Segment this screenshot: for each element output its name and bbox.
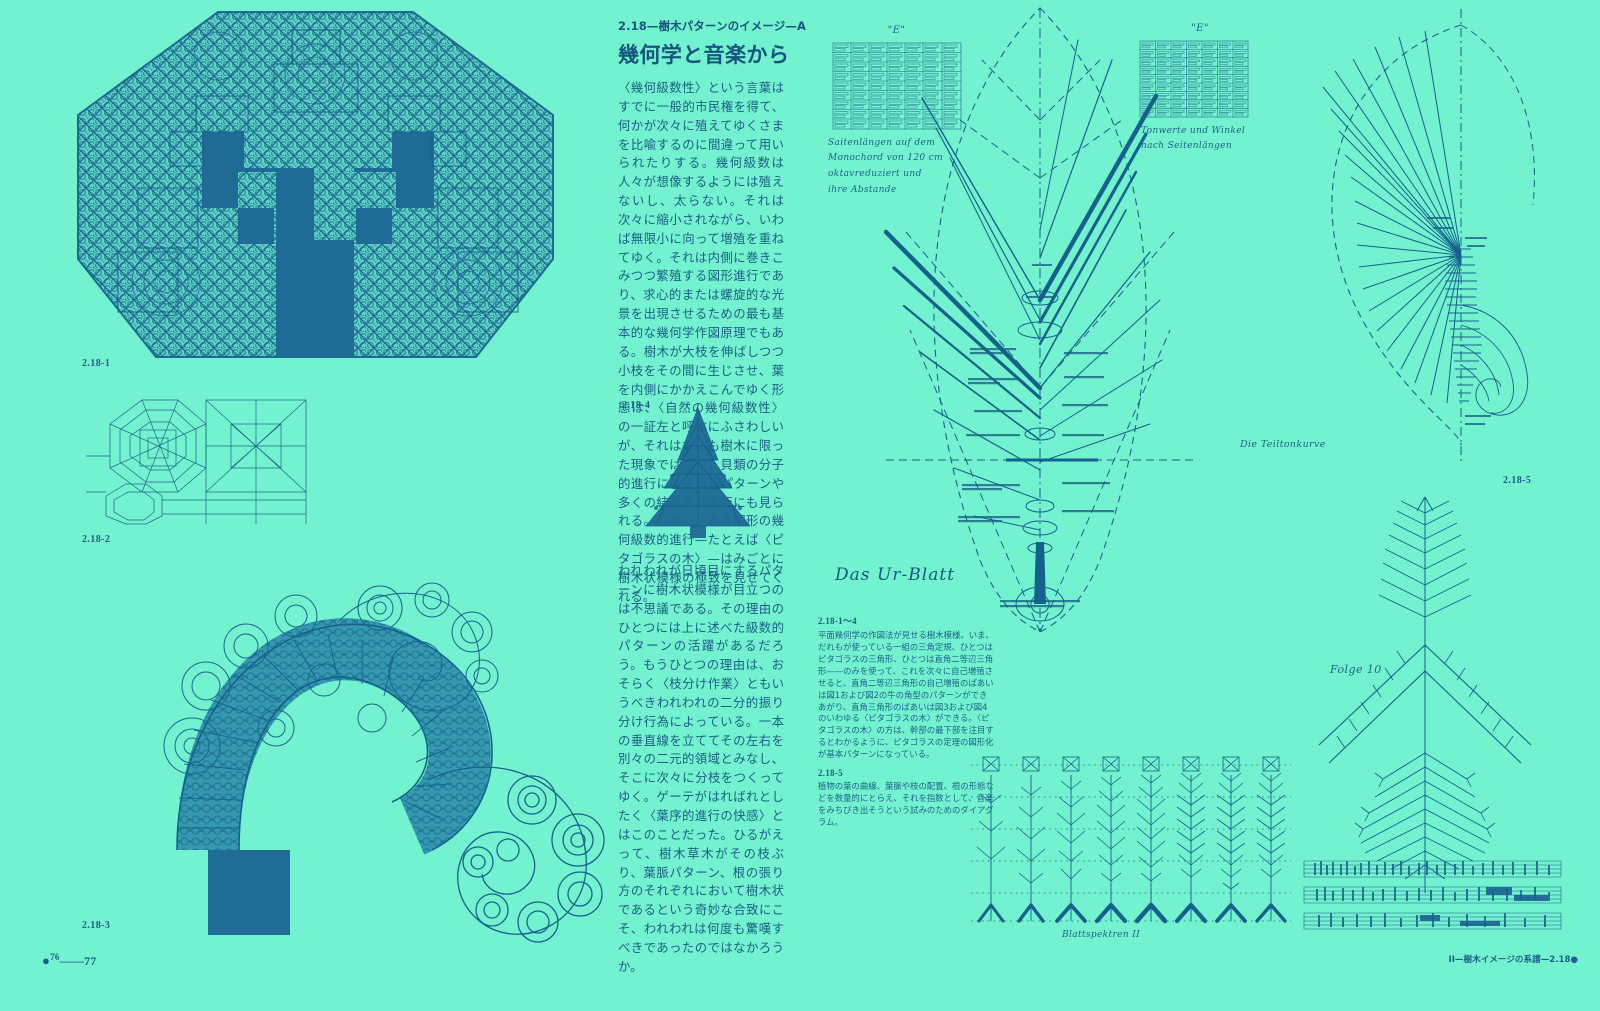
teiltonkurve-svg xyxy=(1322,9,1535,461)
footer-right: II—樹木イメージの系譜—2.18● xyxy=(1448,955,1578,965)
folio-left: ●76——77 xyxy=(42,952,97,969)
folge-10-diagram xyxy=(1305,495,1565,895)
table-E-left: "E" xyxy=(824,22,969,195)
fig-label-2-18-2: 2.18-2 xyxy=(82,534,111,545)
folge-10-label: Folge 10 xyxy=(1330,663,1382,676)
fig-label-2-18-1: 2.18-1 xyxy=(82,358,111,369)
leaf-outline xyxy=(933,7,1147,633)
music-score-figure xyxy=(1300,855,1565,940)
folio-dot: ● xyxy=(42,953,51,968)
fir-tree-fractal-figure xyxy=(620,402,780,542)
fir-tree-fractal-svg xyxy=(645,407,751,538)
das-ur-blatt-label: Das Ur-Blatt xyxy=(835,565,956,585)
octagon-construction-figure xyxy=(86,396,316,526)
right-page: "E" xyxy=(800,0,1600,1011)
article-paragraph-2: われわれが日頃目にするパターンに樹木状模様が目立つのは不思議である。その理由のひ… xyxy=(618,563,784,974)
table-E-left-title: "E" xyxy=(887,25,906,36)
fig-label-2-18-4: 2.18-4 xyxy=(622,400,651,411)
octagon-body xyxy=(78,12,553,357)
article-headline: 幾何学と音楽から xyxy=(618,43,790,67)
teiltonkurve-diagram xyxy=(1265,5,1565,465)
table-E-left-grid xyxy=(832,42,962,129)
folio-page-b: 77 xyxy=(84,954,97,968)
folio-dash: —— xyxy=(59,954,85,968)
spiral-fractal-tree-svg xyxy=(163,582,605,943)
article-paragraph-1: 〈幾何級数性〉という言葉はすでに一般的市民権を得て、何かが次々に殖えてゆくさまを… xyxy=(618,80,784,604)
spiral-fractal-tree-figure xyxy=(80,550,610,943)
tree-silhouette xyxy=(202,132,434,357)
octagonal-fractal-tree-figure xyxy=(77,11,554,358)
die-teiltonkurve-label: Die Teiltonkurve xyxy=(1240,439,1326,450)
blattspektren-label: Blattspektren II xyxy=(1062,930,1141,940)
octagonal-fractal-tree-svg xyxy=(77,11,554,358)
caption-2-18-5-num: 2.18-5 xyxy=(818,768,843,778)
caption-2-18-5-text: 植物の葉の曲線、葉脈や枝の配置、根の形態などを数量的にとらえ、それを指数として、… xyxy=(818,781,994,827)
folge-10-svg xyxy=(1318,496,1532,893)
table-E-right-grid xyxy=(1139,40,1249,117)
left-page: 2.18-1 xyxy=(42,11,807,974)
caption-2-18-1-4-text: 平面幾何学の作図法が見せる樹木模様。いま、だれもが使っている一組の三角定規、ひと… xyxy=(818,630,994,760)
article-kicker: 2.18—樹木パターンのイメージ—A xyxy=(618,19,807,33)
article-column: 2.18—樹木パターンのイメージ—A 幾何学と音楽から 〈幾何級数性〉という言葉… xyxy=(618,18,807,607)
caption-2-18-5: 2.18-5 植物の葉の曲線、葉脈や枝の配置、根の形態などを数量的にとらえ、それ… xyxy=(818,768,998,829)
ur-blatt-svg xyxy=(883,7,1194,633)
table-E-left-caption: Saitenlängen auf dem Monochord von 120 c… xyxy=(828,137,944,195)
blattspektren-diagram xyxy=(965,755,1295,935)
folio-page-a: 76 xyxy=(50,952,60,962)
fig-label-2-18-5: 2.18-5 xyxy=(1503,475,1532,486)
ur-blatt-leaf-diagram xyxy=(850,0,1270,640)
music-score-svg xyxy=(1303,860,1562,930)
blattspektren-svg xyxy=(971,756,1291,924)
caption-2-18-1-4: 2.18-1～4 平面幾何学の作図法が見せる樹木模様。いま、だれもが使っている一… xyxy=(818,614,998,761)
table-E-right: "E" xyxy=(1125,20,1275,151)
caption-2-18-1-4-num: 2.18-1～4 xyxy=(818,616,857,626)
table-E-right-caption: Tonwerte und Winkel nach Seitenlängen xyxy=(1141,125,1246,152)
table-E-right-title: "E" xyxy=(1191,23,1209,34)
fig-label-2-18-3: 2.18-3 xyxy=(82,920,111,931)
octagon-construction-svg xyxy=(86,399,307,525)
